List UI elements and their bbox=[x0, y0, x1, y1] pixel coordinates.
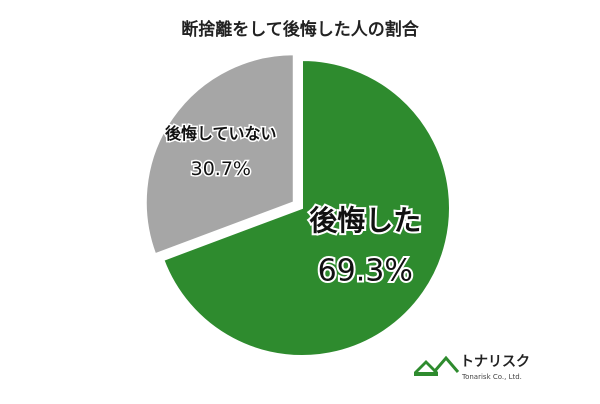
slice-label: 後悔した bbox=[309, 204, 421, 237]
slice-label: 後悔していない bbox=[165, 124, 277, 143]
logo-name: トナリスク bbox=[460, 354, 530, 370]
value-label: 30.7% bbox=[191, 158, 251, 180]
pie-slice bbox=[144, 53, 295, 256]
value-label: 69.3% bbox=[318, 253, 413, 288]
pie-slice bbox=[162, 58, 451, 357]
logo-icon bbox=[414, 360, 438, 376]
chart-title: 断捨離をして後悔した人の割合 bbox=[181, 19, 419, 40]
logo: トナリスク Tonarisk Co., Ltd. bbox=[414, 354, 530, 381]
logo-icon bbox=[432, 355, 460, 373]
logo-company: Tonarisk Co., Ltd. bbox=[461, 373, 522, 381]
